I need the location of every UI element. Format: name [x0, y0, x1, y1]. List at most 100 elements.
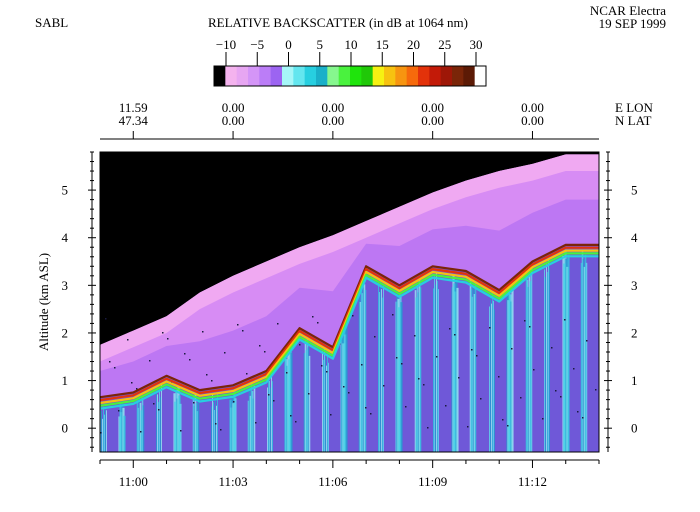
noise-speckle — [582, 417, 584, 419]
colorbar-swatch — [248, 66, 260, 86]
noise-speckle — [131, 382, 133, 384]
colorbar-swatch — [384, 66, 396, 86]
noise-speckle — [202, 331, 204, 333]
noise-speckle — [105, 318, 107, 320]
colorbar-swatch — [418, 66, 430, 86]
noise-speckle — [206, 374, 208, 376]
colorbar-tick-label: −5 — [250, 37, 264, 52]
y-axis-title: Altitude (km ASL) — [36, 253, 51, 351]
noise-speckle — [211, 380, 213, 382]
noise-speckle — [264, 351, 266, 353]
noise-speckle — [480, 398, 482, 400]
noise-speckle — [255, 422, 257, 424]
noise-speckle — [498, 376, 500, 378]
noise-speckle — [180, 430, 182, 432]
noise-speckle — [423, 384, 425, 386]
noise-speckle — [414, 335, 416, 337]
noise-speckle — [184, 353, 186, 355]
lat-value: 0.00 — [222, 113, 245, 128]
y-tick-label-right: 0 — [631, 421, 638, 436]
colorbar-frame — [213, 65, 487, 87]
noise-speckle — [542, 418, 544, 420]
noise-speckle — [140, 431, 142, 433]
lat-axis-label: N LAT — [615, 113, 652, 128]
noise-speckle — [290, 415, 292, 417]
noise-speckle — [401, 363, 403, 365]
noise-speckle — [233, 401, 235, 403]
noise-speckle — [560, 396, 562, 398]
colorbar-tick-label: 20 — [407, 37, 420, 52]
colorbar-swatch — [463, 66, 476, 86]
colorbar-tick-label: 15 — [376, 37, 389, 52]
colorbar-swatch — [474, 66, 487, 86]
noise-speckle — [295, 421, 297, 423]
colorbar-swatch — [395, 66, 408, 86]
y-tick-label-right: 2 — [631, 325, 638, 340]
colorbar-tick-label: 25 — [438, 37, 451, 52]
noise-speckle — [114, 367, 116, 369]
noise-speckle — [374, 336, 376, 338]
noise-speckle — [326, 371, 328, 373]
noise-speckle — [489, 327, 491, 329]
noise-speckle — [215, 423, 217, 425]
colorbar-swatch — [372, 66, 385, 86]
noise-speckle — [551, 347, 553, 349]
platform-label: NCAR Electra — [589, 3, 666, 18]
y-tick-label-left: 3 — [62, 278, 69, 293]
noise-speckle — [277, 323, 279, 325]
x-tick-label: 11:03 — [218, 474, 247, 489]
colorbar-swatch — [429, 66, 442, 86]
colorbar-title: RELATIVE BACKSCATTER (in dB at 1064 nm) — [208, 15, 468, 30]
colorbar-swatch — [361, 66, 374, 86]
colorbar-swatch — [225, 66, 238, 86]
noise-speckle — [308, 393, 310, 395]
noise-speckle — [158, 409, 160, 411]
colorbar-swatch — [452, 66, 464, 86]
noise-speckle — [193, 402, 195, 404]
noise-speckle — [511, 348, 513, 350]
noise-speckle — [224, 352, 226, 354]
noise-speckle — [317, 322, 319, 324]
colorbar-swatch — [282, 66, 294, 86]
colorbar-tick-label: −10 — [216, 37, 236, 52]
noise-speckle — [343, 386, 345, 388]
noise-speckle — [445, 405, 447, 407]
noise-speckle — [242, 330, 244, 332]
noise-speckle — [273, 400, 275, 402]
noise-speckle — [449, 328, 451, 330]
noise-speckle — [502, 419, 504, 421]
colorbar-swatch — [440, 66, 453, 86]
y-tick-label-right: 4 — [631, 230, 638, 245]
noise-speckle — [370, 413, 372, 415]
noise-speckle — [127, 339, 129, 341]
lat-value: 0.00 — [521, 113, 544, 128]
noise-speckle — [520, 397, 522, 399]
noise-speckle — [595, 389, 597, 391]
instrument-label: SABL — [35, 15, 69, 30]
colorbar-tick-label: 0 — [285, 37, 292, 52]
noise-speckle — [577, 411, 579, 413]
noise-speckle — [396, 357, 398, 359]
noise-speckle — [321, 365, 323, 367]
y-tick-label-right: 3 — [631, 278, 638, 293]
colorbar-tick-label: 10 — [345, 37, 358, 52]
x-tick-label: 11:00 — [119, 474, 148, 489]
y-tick-label-right: 5 — [631, 183, 638, 198]
noise-speckle — [564, 319, 566, 321]
noise-speckle — [383, 385, 385, 387]
colorbar-swatch — [350, 66, 362, 86]
lon-value: 0.00 — [521, 100, 544, 115]
colorbar-swatch — [270, 66, 283, 86]
y-tick-label-left: 4 — [62, 230, 69, 245]
y-tick-label-left: 0 — [62, 421, 69, 436]
colorbar-swatch — [338, 66, 351, 86]
noise-speckle — [533, 369, 535, 371]
noise-speckle — [136, 388, 138, 390]
noise-speckle — [162, 332, 164, 334]
lat-value: 0.00 — [321, 113, 344, 128]
noise-speckle — [454, 334, 456, 336]
x-tick-label: 11:06 — [318, 474, 348, 489]
noise-speckle — [586, 340, 588, 342]
noise-speckle — [312, 316, 314, 318]
noise-speckle — [153, 403, 155, 405]
